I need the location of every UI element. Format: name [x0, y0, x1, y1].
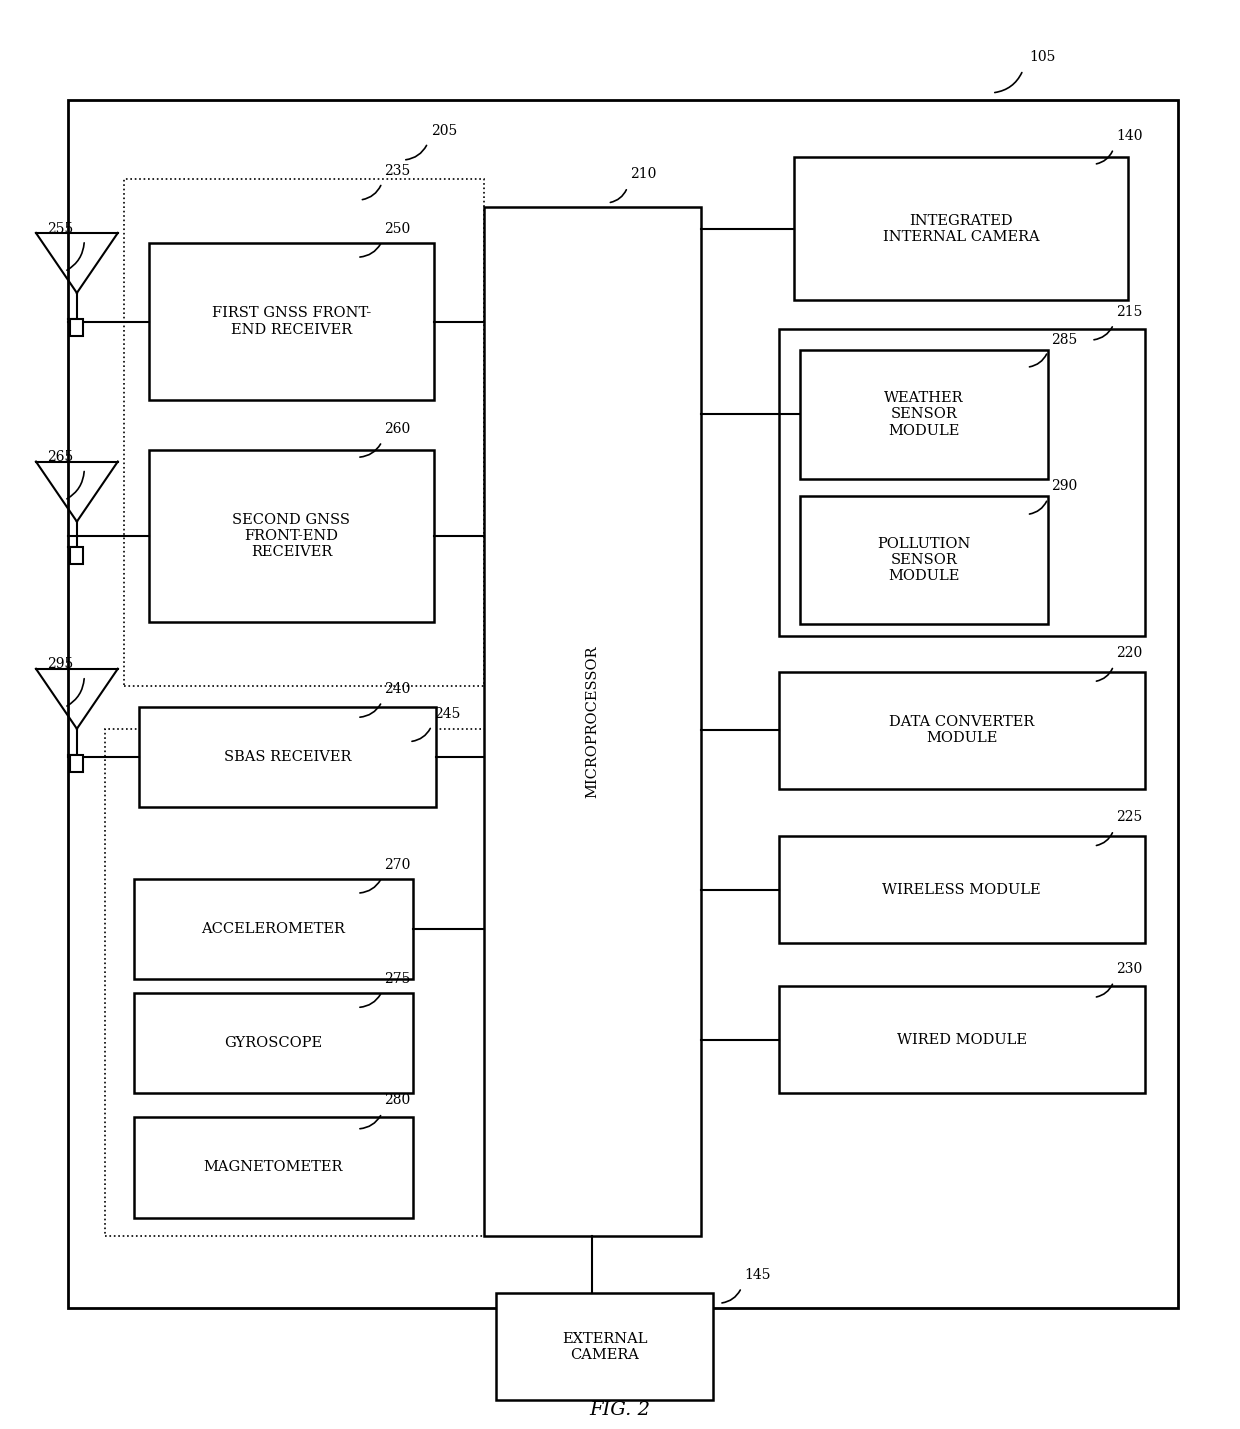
- Bar: [124, 179, 484, 686]
- Text: 265: 265: [47, 450, 73, 464]
- Bar: [134, 1117, 413, 1218]
- Text: 215: 215: [1116, 304, 1142, 319]
- Bar: [71, 755, 83, 772]
- Text: 280: 280: [384, 1093, 410, 1107]
- Text: WIRELESS MODULE: WIRELESS MODULE: [883, 883, 1040, 896]
- Bar: [71, 319, 83, 336]
- Text: FIRST GNSS FRONT-
END RECEIVER: FIRST GNSS FRONT- END RECEIVER: [212, 306, 371, 337]
- Text: 145: 145: [744, 1268, 770, 1282]
- Bar: [134, 993, 413, 1093]
- Bar: [800, 350, 1048, 479]
- Text: 270: 270: [384, 857, 410, 872]
- Bar: [149, 243, 434, 400]
- Bar: [496, 1293, 713, 1400]
- Text: 230: 230: [1116, 962, 1142, 976]
- Bar: [149, 450, 434, 622]
- Text: 295: 295: [47, 657, 73, 672]
- Text: FIG. 2: FIG. 2: [589, 1402, 651, 1419]
- Text: ACCELEROMETER: ACCELEROMETER: [201, 922, 346, 936]
- Bar: [800, 496, 1048, 624]
- Bar: [779, 329, 1145, 636]
- Text: 285: 285: [1052, 333, 1078, 347]
- Bar: [779, 986, 1145, 1093]
- Text: 140: 140: [1116, 129, 1142, 143]
- Text: 225: 225: [1116, 810, 1142, 825]
- Text: 105: 105: [1029, 50, 1055, 64]
- Text: 235: 235: [384, 164, 410, 179]
- Text: 290: 290: [1052, 479, 1078, 493]
- Text: MICROPROCESSOR: MICROPROCESSOR: [585, 646, 599, 797]
- Text: SECOND GNSS
FRONT-END
RECEIVER: SECOND GNSS FRONT-END RECEIVER: [232, 513, 351, 559]
- Text: 255: 255: [47, 221, 73, 236]
- Text: WEATHER
SENSOR
MODULE: WEATHER SENSOR MODULE: [884, 392, 963, 437]
- Text: 260: 260: [384, 422, 410, 436]
- Bar: [794, 157, 1128, 300]
- Text: INTEGRATED
INTERNAL CAMERA: INTEGRATED INTERNAL CAMERA: [883, 213, 1039, 244]
- Bar: [484, 207, 701, 1236]
- Bar: [71, 547, 83, 564]
- Text: 275: 275: [384, 972, 410, 986]
- Bar: [779, 672, 1145, 789]
- Text: EXTERNAL
CAMERA: EXTERNAL CAMERA: [562, 1332, 647, 1362]
- Text: MAGNETOMETER: MAGNETOMETER: [203, 1160, 343, 1175]
- Text: 210: 210: [630, 167, 656, 181]
- Text: SENSOR UNIT: SENSOR UNIT: [905, 357, 1018, 372]
- Bar: [68, 100, 1178, 1308]
- Bar: [779, 836, 1145, 943]
- Text: WIRED MODULE: WIRED MODULE: [897, 1033, 1027, 1046]
- Bar: [139, 707, 436, 807]
- Text: 205: 205: [432, 124, 458, 139]
- Text: POLLUTION
SENSOR
MODULE: POLLUTION SENSOR MODULE: [877, 537, 971, 583]
- Text: SBAS RECEIVER: SBAS RECEIVER: [224, 750, 351, 765]
- Bar: [134, 879, 413, 979]
- Text: 240: 240: [384, 682, 410, 696]
- Text: GYROSCOPE: GYROSCOPE: [224, 1036, 322, 1050]
- Text: 220: 220: [1116, 646, 1142, 660]
- Text: 245: 245: [434, 707, 460, 722]
- Text: 250: 250: [384, 221, 410, 236]
- Text: DATA CONVERTER
MODULE: DATA CONVERTER MODULE: [889, 714, 1034, 746]
- Bar: [105, 729, 490, 1236]
